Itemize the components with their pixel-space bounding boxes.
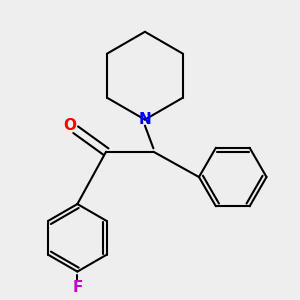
Text: F: F bbox=[72, 280, 82, 295]
Text: O: O bbox=[63, 118, 76, 133]
Text: N: N bbox=[139, 112, 151, 127]
